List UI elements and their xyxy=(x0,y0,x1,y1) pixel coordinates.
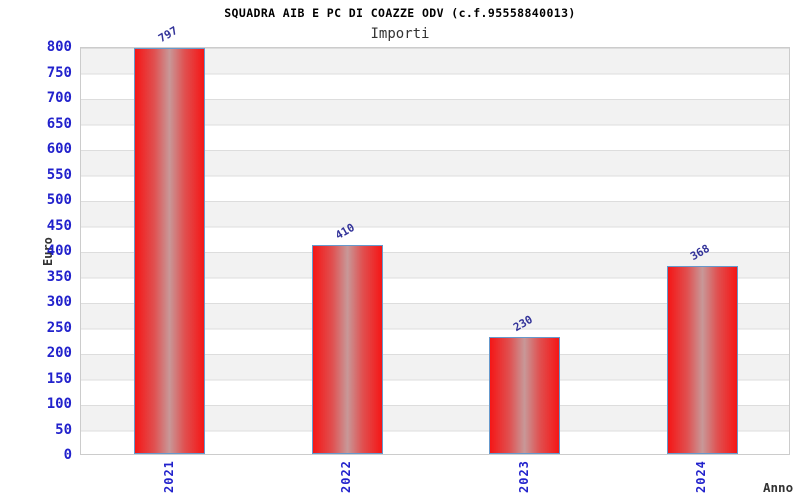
x-tick-label-2024: 2024 xyxy=(694,460,709,493)
y-tick-label: 600 xyxy=(46,141,72,157)
plot-area: 797 410 230 368 xyxy=(80,24,790,455)
y-tick-label: 400 xyxy=(46,243,72,259)
bar-2023 xyxy=(489,337,561,454)
y-tick-label: 650 xyxy=(46,115,72,132)
y-tick-label: 800 xyxy=(46,39,72,55)
y-tick-label: 750 xyxy=(46,64,72,81)
x-tick-label-2023: 2023 xyxy=(516,460,531,493)
bar-value-label: 410 xyxy=(333,220,358,243)
bar-value-label: 230 xyxy=(510,312,535,335)
y-tick-label: 350 xyxy=(46,268,72,285)
y-tick-label: 450 xyxy=(46,217,72,234)
bar-2022 xyxy=(311,245,383,454)
y-tick-label: 100 xyxy=(46,396,72,412)
bar-value-label: 368 xyxy=(688,241,713,264)
y-tick-label: 50 xyxy=(55,421,72,438)
y-tick-label: 700 xyxy=(46,90,72,106)
x-axis-title: Anno xyxy=(763,480,794,495)
x-tick-label-2022: 2022 xyxy=(339,460,354,493)
y-tick-label: 250 xyxy=(46,319,72,336)
chart-subtitle: Importi xyxy=(370,26,430,42)
y-tick-label: 500 xyxy=(46,192,72,208)
y-tick-label: 200 xyxy=(46,345,72,361)
y-tick-label: 150 xyxy=(46,370,72,387)
y-tick-label: 550 xyxy=(46,166,72,183)
y-tick-label: 300 xyxy=(46,294,72,310)
x-tick-label-2021: 2021 xyxy=(161,460,176,493)
bar-2021 xyxy=(134,48,206,454)
y-tick-label: 0 xyxy=(63,447,72,463)
chart-title: SQUADRA AIB E PC DI COAZZE ODV (c.f.9555… xyxy=(224,6,576,20)
bar-2024 xyxy=(666,266,738,454)
